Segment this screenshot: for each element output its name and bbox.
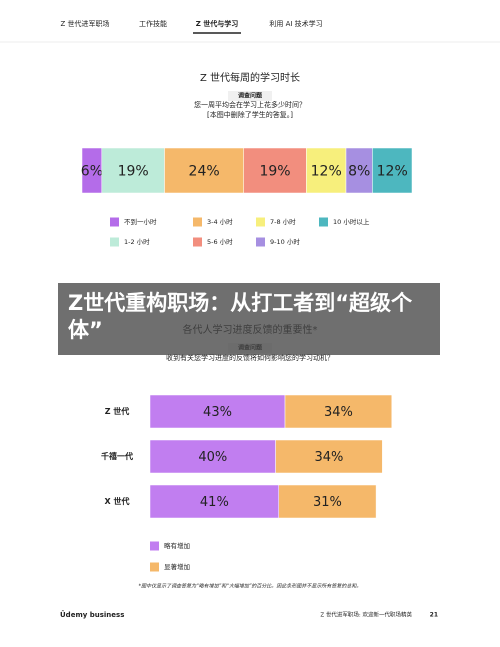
bar-segment: [149, 439, 276, 474]
bar-segment: [275, 439, 383, 474]
legend-label: 9-10 小时: [270, 237, 300, 246]
nav-tab[interactable]: 利用 AI 技术学习: [269, 19, 322, 28]
value-label: 34%: [324, 405, 353, 420]
value-label: 43%: [203, 405, 232, 420]
bar-segment: [149, 394, 286, 429]
footer-text: Z 世代进军职场: 欢迎新一代职场精英: [320, 611, 412, 619]
legend-label: 略有增加: [164, 541, 190, 550]
bar-segment: [149, 484, 279, 519]
value-label: 40%: [198, 450, 227, 465]
overlay-title: Z世代重构职场：从打工者到“超级个体”: [68, 291, 413, 342]
survey-note: [本图中删除了学生的答复。]: [207, 110, 293, 119]
bar-segment: [243, 147, 307, 194]
survey-question: 收到有关您学习进度的反馈将如何影响您的学习动机？: [166, 353, 334, 362]
legend-label: 不到一小时: [124, 217, 157, 226]
value-label: 31%: [313, 495, 342, 510]
category-label: X 世代: [105, 496, 130, 506]
legend-label: 5-6 小时: [207, 237, 233, 246]
bar-segment: [284, 394, 393, 429]
value-label: 19%: [118, 164, 149, 180]
survey-question: 您一周平均会在学习上花多少时间？: [194, 100, 306, 109]
value-label: 8%: [348, 164, 370, 180]
bar-segment: [278, 484, 377, 519]
value-label: 34%: [315, 450, 344, 465]
survey-label-box: [228, 91, 272, 101]
bar-segment: [372, 147, 413, 194]
legend-swatch: [193, 237, 202, 247]
survey-label: 调查问题: [238, 92, 263, 100]
value-label: 12%: [377, 164, 408, 180]
legend-swatch: [256, 237, 265, 247]
value-label: 6%: [81, 164, 103, 180]
footnote: *图中仅显示了调查答复为“略有增加”和“大幅增加”的百分比。因此条形图并不显示所…: [139, 583, 362, 590]
value-label: 12%: [311, 164, 342, 180]
footer-brand: Ûdemy business: [60, 610, 124, 619]
legend-swatch: [150, 562, 159, 572]
chart-title: Z 世代每周的学习时长: [200, 71, 300, 84]
legend-swatch: [193, 217, 202, 227]
value-label: 24%: [189, 164, 220, 180]
overlay-band: [58, 283, 440, 355]
nav-tab[interactable]: 工作技能: [139, 19, 167, 28]
bar-segment: [306, 147, 347, 194]
category-label: Z 世代: [105, 406, 130, 416]
nav-tab[interactable]: Z 世代进军职场: [60, 19, 109, 28]
nav-tab[interactable]: Z 世代与学习: [196, 19, 239, 28]
footer-page: 21: [430, 612, 438, 619]
value-label: 41%: [200, 495, 229, 510]
legend-label: 10 小时以上: [333, 217, 370, 226]
legend-label: 7-8 小时: [270, 217, 296, 226]
value-label: 19%: [259, 164, 290, 180]
legend-swatch: [150, 541, 159, 551]
legend-label: 显著增加: [164, 562, 190, 571]
bar-segment: [345, 147, 373, 194]
legend-label: 1-2 小时: [124, 237, 150, 246]
bar-segment: [164, 147, 244, 194]
legend-swatch: [256, 217, 265, 227]
legend-swatch: [110, 217, 119, 227]
legend-swatch: [319, 217, 328, 227]
category-label: 千禧一代: [101, 451, 133, 461]
legend-swatch: [110, 237, 119, 247]
legend-label: 3-4 小时: [207, 217, 233, 226]
